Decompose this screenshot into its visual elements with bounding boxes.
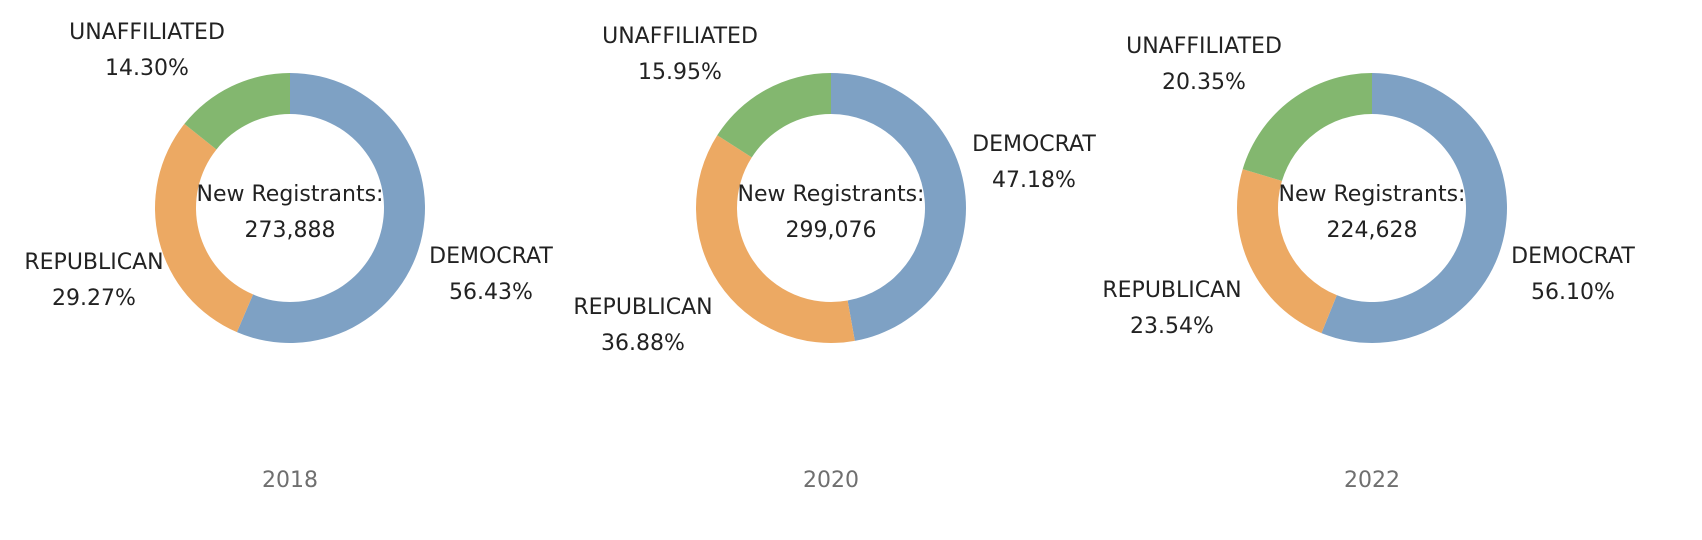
republican-label: REPUBLICAN xyxy=(24,250,163,275)
unaffiliated-slice xyxy=(717,73,831,158)
democrat-slice xyxy=(1321,73,1507,344)
center-value: 273,888 xyxy=(245,218,336,243)
unaffiliated-percent: 20.35% xyxy=(1162,70,1246,95)
center-label: New Registrants: xyxy=(197,182,384,207)
unaffiliated-slice xyxy=(184,73,290,150)
center-value: 299,076 xyxy=(786,218,877,243)
center-label: New Registrants: xyxy=(1279,182,1466,207)
donut-chart-2022: DEMOCRAT 56.10% REPUBLICAN 23.54% UNAFFI… xyxy=(1102,34,1635,493)
republican-slice xyxy=(1237,169,1337,334)
unaffiliated-slice xyxy=(1242,73,1372,181)
donut-chart-2018: DEMOCRAT 56.43% REPUBLICAN 29.27% UNAFFI… xyxy=(24,20,553,493)
center-value: 224,628 xyxy=(1327,218,1418,243)
democrat-label: DEMOCRAT xyxy=(972,132,1096,157)
unaffiliated-percent: 14.30% xyxy=(105,56,189,81)
republican-label: REPUBLICAN xyxy=(573,295,712,320)
democrat-percent: 47.18% xyxy=(992,168,1076,193)
republican-slice xyxy=(154,123,254,333)
unaffiliated-label: UNAFFILIATED xyxy=(1126,34,1282,59)
republican-percent: 29.27% xyxy=(52,286,136,311)
year-label: 2020 xyxy=(803,468,859,493)
center-label: New Registrants: xyxy=(738,182,925,207)
republican-percent: 36.88% xyxy=(601,331,685,356)
unaffiliated-label: UNAFFILIATED xyxy=(69,20,225,45)
unaffiliated-label: UNAFFILIATED xyxy=(602,24,758,49)
democrat-slice xyxy=(236,73,426,344)
republican-percent: 23.54% xyxy=(1130,314,1214,339)
democrat-label: DEMOCRAT xyxy=(429,244,553,269)
democrat-slice xyxy=(831,73,966,341)
democrat-percent: 56.10% xyxy=(1531,280,1615,305)
donut-chart-2020: DEMOCRAT 47.18% REPUBLICAN 36.88% UNAFFI… xyxy=(573,24,1096,493)
democrat-label: DEMOCRAT xyxy=(1511,244,1635,269)
republican-slice xyxy=(696,135,855,343)
year-label: 2022 xyxy=(1344,468,1400,493)
unaffiliated-percent: 15.95% xyxy=(638,60,722,85)
republican-label: REPUBLICAN xyxy=(1102,278,1241,303)
democrat-percent: 56.43% xyxy=(449,280,533,305)
year-label: 2018 xyxy=(262,468,318,493)
